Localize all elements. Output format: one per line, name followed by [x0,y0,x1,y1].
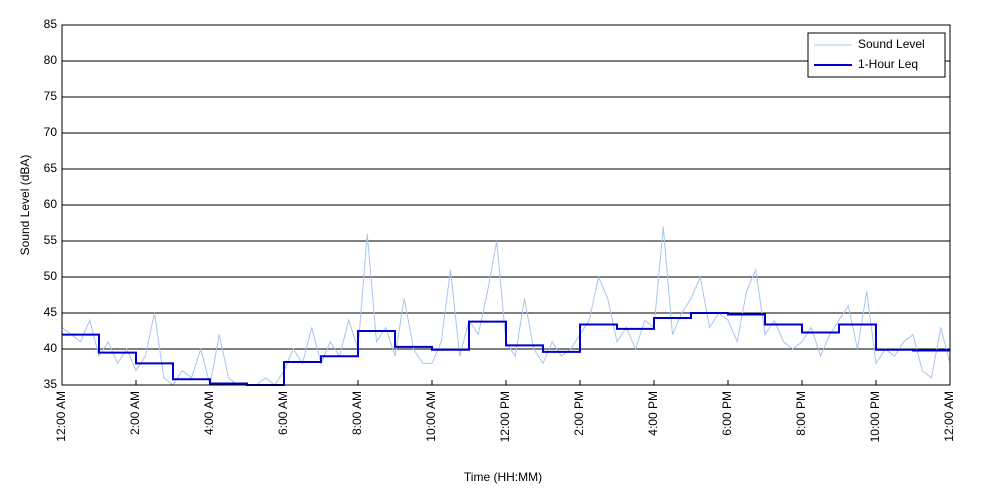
x-tick-label: 8:00 PM [794,391,808,436]
x-tick-label: 6:00 AM [276,391,290,435]
y-tick-label: 75 [44,89,58,103]
x-tick-label: 12:00 AM [942,391,956,442]
legend-label: Sound Level [858,37,925,51]
y-tick-label: 50 [44,269,58,283]
y-tick-label: 40 [44,341,58,355]
x-tick-label: 8:00 AM [350,391,364,435]
x-tick-label: 6:00 PM [720,391,734,436]
x-tick-label: 10:00 PM [868,391,882,442]
x-tick-label: 2:00 PM [572,391,586,436]
y-tick-label: 80 [44,53,58,67]
legend-box [807,32,946,78]
y-tick-label: 85 [44,17,58,31]
step-line [62,312,950,386]
x-axis-label: Time (HH:MM) [464,470,542,484]
y-tick-label: 35 [44,377,58,391]
legend-label: 1-Hour Leq [858,57,918,71]
x-tick-label: 2:00 AM [128,391,142,435]
y-axis-label: Sound Level (dBA) [18,155,32,256]
y-tick-label: 65 [44,161,58,175]
x-tick-label: 4:00 PM [646,391,660,436]
x-tick-label: 12:00 PM [498,391,512,442]
y-tick-label: 70 [44,125,58,139]
y-tick-label: 45 [44,305,58,319]
x-tick-label: 4:00 AM [202,391,216,435]
y-tick-label: 60 [44,197,58,211]
plot-frame [61,24,951,386]
x-tick-label: 12:00 AM [54,391,68,442]
x-tick-label: 10:00 AM [424,391,438,442]
y-tick-label: 55 [44,233,58,247]
